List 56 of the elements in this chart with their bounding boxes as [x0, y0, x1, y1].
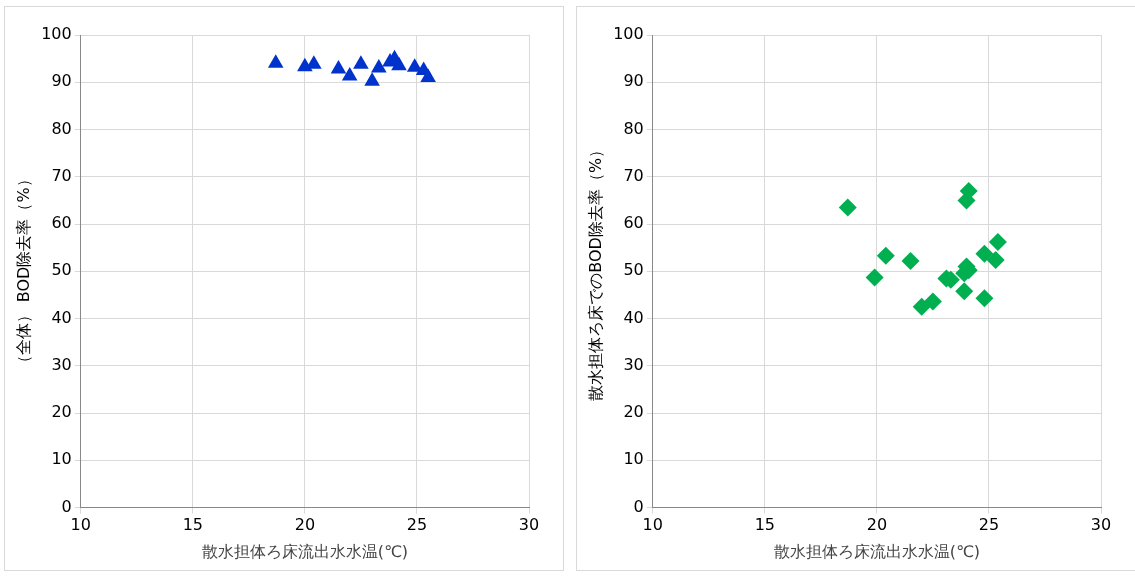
y-tick-label: 70: [623, 165, 644, 185]
y-tick-label: 80: [51, 118, 72, 138]
y-tick-label: 40: [51, 307, 72, 327]
y-tick-label: 50: [623, 260, 644, 280]
point: [955, 282, 974, 301]
point: [371, 59, 387, 73]
point: [988, 233, 1007, 251]
y-tick-label: 20: [51, 402, 72, 422]
x-axis-title: 散水担体ろ床流出水水温(℃): [201, 541, 409, 561]
point: [341, 67, 358, 81]
point: [391, 56, 407, 71]
point: [838, 198, 857, 217]
y-tick-label: 30: [51, 354, 72, 374]
point: [975, 289, 994, 308]
y-tick-label: 20: [623, 402, 644, 422]
x-tick-label: 25: [406, 515, 428, 535]
point: [923, 292, 942, 311]
point: [986, 250, 1005, 269]
x-tick-label: 30: [1090, 515, 1112, 535]
point: [901, 251, 920, 270]
y-axis-title: 散水担体ろ床でのBOD除去率（%）: [585, 141, 605, 401]
point: [353, 55, 369, 69]
y-tick-label: 90: [623, 71, 644, 91]
y-tick-label: 50: [51, 260, 72, 280]
point: [865, 268, 884, 287]
y-tick-label: 100: [613, 24, 644, 44]
point: [364, 72, 380, 86]
x-tick-label: 20: [866, 515, 888, 535]
y-tick-label: 60: [623, 213, 644, 233]
point: [330, 60, 347, 74]
point: [912, 297, 931, 316]
point: [975, 244, 994, 263]
y-tick-label: 0: [61, 496, 72, 516]
x-tick-label: 10: [642, 515, 663, 535]
x-tick-label: 20: [294, 515, 316, 535]
y-tick-label: 100: [41, 24, 72, 44]
x-axis-title: 散水担体ろ床流出水水温(℃): [773, 541, 981, 561]
point: [306, 55, 322, 69]
y-tick-label: 10: [51, 449, 72, 469]
x-tick-label: 25: [978, 515, 1000, 535]
x-tick-label: 10: [70, 515, 91, 535]
y-axis-title: （全体） BOD除去率（%）: [13, 171, 33, 372]
x-tick-label: 15: [754, 515, 775, 535]
point: [876, 246, 895, 265]
y-tick-label: 10: [623, 449, 644, 469]
y-tick-label: 60: [51, 213, 72, 233]
y-tick-label: 80: [623, 118, 644, 138]
y-tick-label: 0: [633, 496, 644, 516]
x-tick-label: 15: [182, 515, 203, 535]
point: [267, 54, 284, 68]
y-tick-label: 40: [623, 307, 644, 327]
y-tick-label: 70: [51, 165, 72, 185]
x-tick-label: 30: [518, 515, 540, 535]
point: [420, 68, 436, 83]
y-tick-label: 90: [51, 71, 72, 91]
y-tick-label: 30: [623, 354, 644, 374]
